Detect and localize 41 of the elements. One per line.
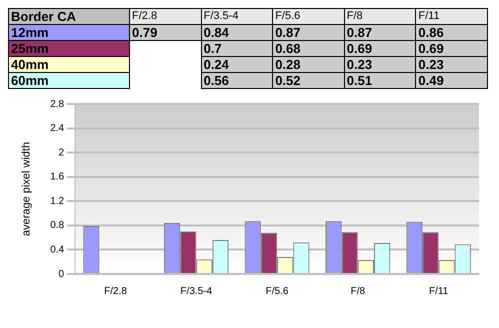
data-label: 0.24: [201, 56, 273, 72]
data-label: 0.51: [344, 72, 416, 88]
y-tick-label: 2.4: [50, 123, 65, 134]
data-label: 0.23: [344, 56, 416, 72]
data-label: 0.28: [272, 56, 344, 72]
text: 60mm: [8, 72, 130, 88]
data-label: 0.86: [416, 24, 488, 40]
data-label: 0.87: [344, 24, 416, 40]
data-label: 0.69: [416, 40, 488, 56]
category-label: F/2.8: [132, 10, 158, 22]
x-tick-label: F/11: [428, 286, 449, 297]
y-tick-label: 2: [58, 147, 65, 158]
chart-title: Border CA: [8, 8, 130, 24]
data-label: 0.87: [272, 24, 344, 40]
x-tick-label: F/8: [350, 286, 366, 297]
x-tick-label: F/2.8: [104, 286, 128, 297]
x-tick-label: F/3.5-4: [180, 286, 213, 297]
y-tick-label: 1.2: [50, 196, 65, 207]
category-label: F/8: [346, 10, 363, 22]
y-tick-label: 1.6: [50, 172, 65, 183]
data-label: 0.56: [201, 72, 273, 88]
y-tick-label: 2.8: [50, 98, 65, 110]
data-label: 0.84: [201, 24, 273, 40]
category-label: F/11: [418, 10, 440, 22]
text: 12mm: [8, 24, 130, 40]
category-label: F/5.6: [275, 10, 300, 22]
text: 25mm: [8, 40, 130, 56]
text: 40mm: [8, 56, 130, 72]
category-label: F/3.5-4: [204, 10, 238, 22]
data-label: 0.7: [201, 40, 273, 56]
x-tick-label: F/5.6: [266, 286, 289, 297]
data-label: 0.69: [344, 40, 416, 56]
y-tick-label: 0: [58, 268, 65, 280]
data-label: 0.79: [130, 24, 202, 40]
y-tick-label: 0.4: [50, 244, 65, 256]
data-label: 0.52: [272, 72, 344, 88]
data-label: 0.23: [416, 56, 488, 72]
y-axis-title: average pixel width: [20, 142, 33, 236]
data-label: 0.49: [416, 72, 488, 88]
data-label: 0.68: [272, 40, 344, 56]
y-tick-label: 0.8: [50, 220, 65, 232]
